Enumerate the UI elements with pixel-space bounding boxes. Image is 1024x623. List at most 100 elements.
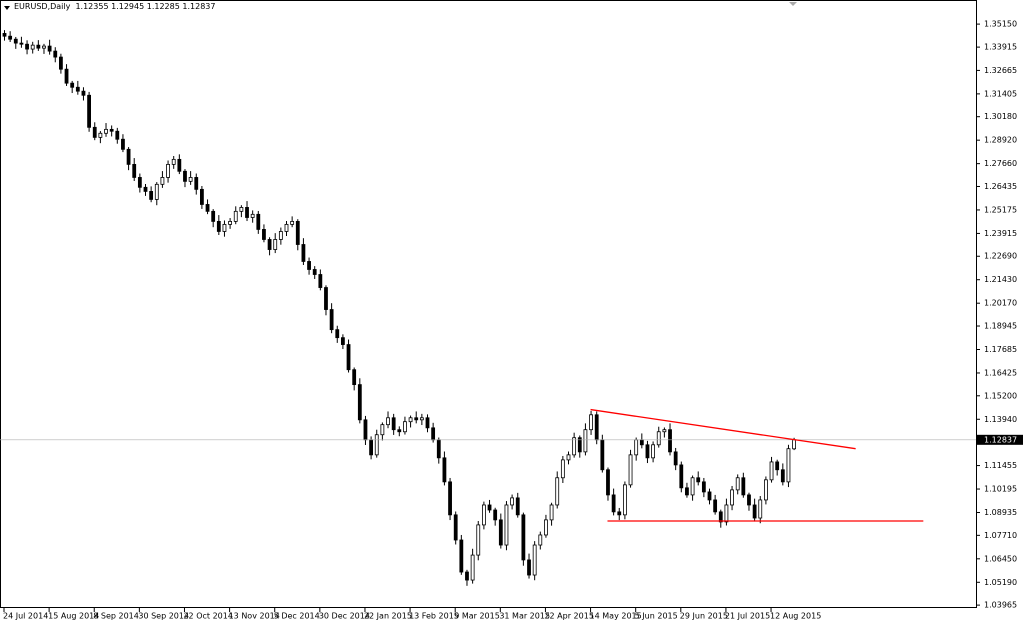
candle-body bbox=[532, 544, 537, 576]
candle-body bbox=[307, 261, 311, 270]
candle-body bbox=[577, 437, 582, 453]
candle-body bbox=[81, 90, 86, 96]
x-tick-label: 22 Jan 2015 bbox=[364, 612, 412, 621]
candle-body bbox=[64, 68, 69, 84]
candle-body bbox=[284, 223, 289, 232]
y-tick-label: 1.10195 bbox=[984, 485, 1017, 494]
candle-body bbox=[374, 434, 379, 456]
candle-body bbox=[701, 481, 706, 493]
y-tick-label: 1.33915 bbox=[984, 43, 1017, 52]
candle-body bbox=[222, 223, 227, 232]
candle-body bbox=[75, 86, 80, 92]
y-tick-label: 1.11455 bbox=[984, 461, 1017, 470]
candle-body bbox=[673, 451, 678, 466]
candle-body bbox=[668, 429, 672, 453]
candle-body bbox=[792, 439, 796, 450]
candle-body bbox=[166, 163, 170, 178]
candle-body bbox=[527, 559, 531, 576]
x-tick-label: 22 Apr 2015 bbox=[544, 612, 593, 621]
candle-body bbox=[589, 414, 593, 431]
x-tick-label: 8 Sep 2014 bbox=[93, 612, 139, 621]
candle-body bbox=[177, 158, 182, 172]
candle-body bbox=[380, 424, 385, 436]
candle-body bbox=[2, 33, 7, 37]
candle-body bbox=[566, 454, 571, 461]
candle-body bbox=[685, 487, 689, 496]
candle-body bbox=[194, 177, 199, 190]
candle-body bbox=[606, 469, 610, 496]
candle-body bbox=[250, 213, 255, 218]
candle-body bbox=[188, 177, 193, 182]
candle-body bbox=[199, 188, 204, 205]
price-label: 1.12837 bbox=[984, 435, 1017, 444]
candle-body bbox=[346, 344, 351, 371]
candle-body bbox=[487, 504, 492, 511]
candle-body bbox=[273, 239, 278, 250]
candle-body bbox=[493, 509, 498, 521]
y-tick-label: 1.05190 bbox=[984, 578, 1017, 587]
candle-body bbox=[408, 417, 413, 423]
candle-body bbox=[690, 477, 695, 496]
x-tick-label: 30 Sep 2014 bbox=[138, 612, 189, 621]
candle-body bbox=[267, 239, 272, 250]
x-tick-label: 30 Dec 2014 bbox=[319, 612, 370, 621]
candle-body bbox=[600, 439, 605, 471]
candle-body bbox=[679, 464, 684, 489]
candle-body bbox=[634, 439, 639, 456]
candle-body bbox=[442, 457, 447, 483]
candle-body bbox=[53, 50, 58, 58]
candle-body bbox=[13, 38, 18, 44]
candle-body bbox=[363, 419, 368, 441]
candle-body bbox=[87, 94, 91, 128]
candle-body bbox=[414, 417, 419, 421]
plot-frame bbox=[0, 0, 977, 608]
candle-body bbox=[301, 244, 306, 262]
candle-body bbox=[403, 421, 407, 433]
x-tick-label: 31 Mar 2015 bbox=[499, 612, 550, 621]
y-tick-label: 1.25175 bbox=[984, 205, 1017, 214]
candle-body bbox=[92, 126, 97, 138]
candle-body bbox=[572, 437, 577, 456]
y-tick-label: 1.13940 bbox=[984, 415, 1017, 424]
candle-body bbox=[8, 35, 13, 40]
candle-body bbox=[775, 461, 780, 471]
trendline bbox=[590, 408, 856, 450]
last-close: 1.12837 bbox=[182, 2, 216, 11]
candle-body bbox=[583, 429, 588, 453]
candle-body bbox=[645, 444, 650, 459]
y-tick-label: 1.08935 bbox=[984, 508, 1017, 517]
candle-body bbox=[448, 481, 452, 516]
y-tick-label: 1.31405 bbox=[984, 89, 1017, 98]
candle-body bbox=[216, 221, 221, 232]
candle-body bbox=[544, 519, 548, 536]
candle-body bbox=[476, 524, 481, 556]
candle-body bbox=[228, 221, 233, 225]
candle-body bbox=[521, 514, 526, 561]
candle-body bbox=[335, 329, 340, 339]
y-tick-label: 1.22690 bbox=[984, 252, 1017, 261]
candle-body bbox=[143, 186, 148, 192]
candle-body bbox=[470, 554, 475, 581]
candle-body bbox=[465, 571, 469, 581]
y-tick-label: 1.30180 bbox=[984, 112, 1017, 121]
y-tick-label: 1.32665 bbox=[984, 66, 1017, 75]
y-tick-label: 1.26435 bbox=[984, 182, 1017, 191]
candle-body bbox=[290, 221, 295, 225]
candle-body bbox=[481, 504, 486, 526]
candle-body bbox=[747, 494, 751, 506]
candle-body bbox=[786, 448, 791, 483]
y-tick-label: 1.21430 bbox=[984, 275, 1017, 284]
x-tick-label: 24 Jul 2014 bbox=[3, 612, 48, 621]
candle-body bbox=[30, 44, 35, 50]
candle-body bbox=[211, 210, 216, 222]
candle-body bbox=[154, 183, 159, 200]
candle-body bbox=[498, 519, 503, 546]
y-tick-label: 1.15200 bbox=[984, 391, 1017, 400]
candle-body bbox=[278, 231, 283, 240]
candle-body bbox=[239, 207, 244, 212]
candle-body bbox=[459, 539, 464, 573]
candle-body bbox=[352, 369, 357, 386]
candle-body bbox=[324, 287, 328, 310]
